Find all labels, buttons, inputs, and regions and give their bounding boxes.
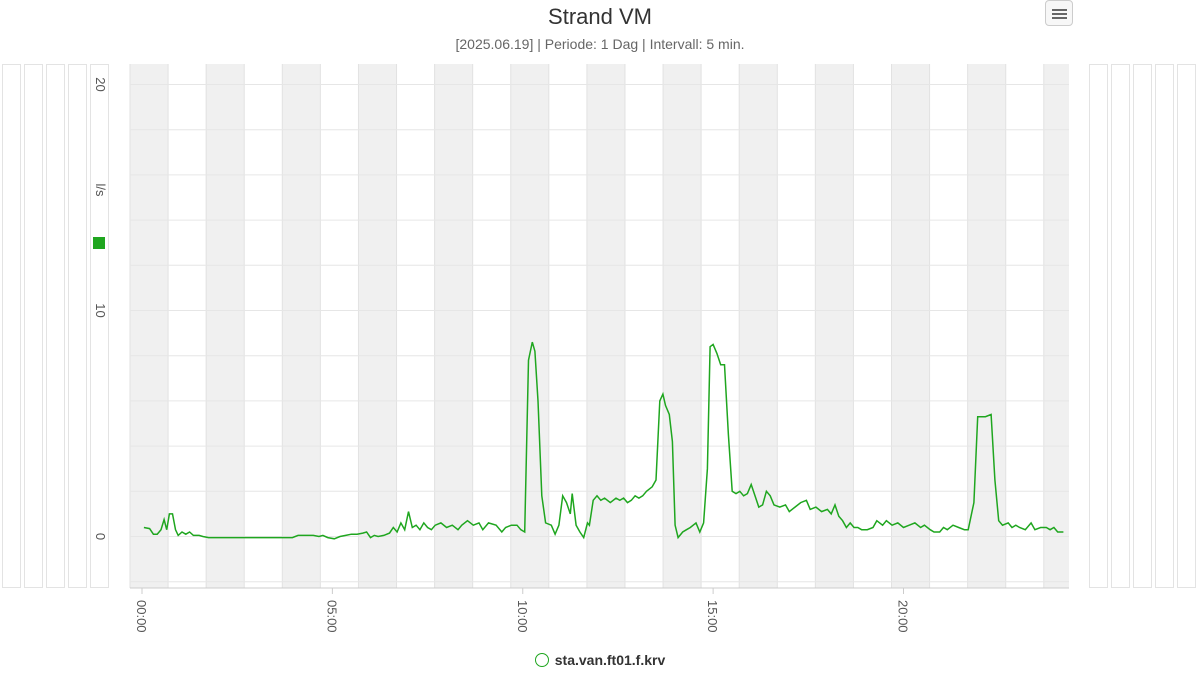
hour-band: [586, 64, 625, 588]
right-axis-box: [1177, 64, 1196, 588]
y-tick-label: 10: [93, 303, 108, 317]
hour-band: [206, 64, 245, 588]
hour-band: [891, 64, 930, 588]
y-axis-label: l/s: [93, 184, 108, 198]
hour-band: [434, 64, 473, 588]
left-axis-box: [2, 64, 21, 588]
grid-lines: [130, 84, 1069, 583]
y-axis: l/s 0 10 20: [93, 77, 108, 540]
hour-band: [739, 64, 778, 588]
y-tick-label: 0: [93, 533, 108, 540]
hour-band: [815, 64, 854, 588]
legend: sta.van.ft01.f.krv: [0, 652, 1200, 670]
chart-subtitle: [2025.06.19] | Periode: 1 Dag | Interval…: [455, 36, 745, 52]
hour-band: [358, 64, 397, 588]
chart-title: Strand VM: [548, 4, 652, 29]
right-axis-box: [1089, 64, 1108, 588]
y-tick-label: 20: [93, 77, 108, 91]
x-tick-label: 10:00: [515, 600, 530, 633]
left-axis-box: [24, 64, 43, 588]
hour-band: [663, 64, 702, 588]
chart-menu-button[interactable]: [1045, 0, 1073, 26]
right-axis-box: [1133, 64, 1152, 588]
x-axis: 00:00 05:00 10:00 15:00 20:00: [130, 587, 1069, 633]
legend-item[interactable]: sta.van.ft01.f.krv: [534, 652, 666, 668]
x-tick-label: 00:00: [134, 600, 149, 633]
hour-band: [282, 64, 321, 588]
hour-band: [967, 64, 1006, 588]
hour-band: [1043, 64, 1069, 588]
legend-circle-icon: [534, 653, 549, 667]
series-line: [143, 341, 1064, 540]
left-axis-box: [46, 64, 65, 588]
hour-band: [130, 64, 169, 588]
legend-label: sta.van.ft01.f.krv: [554, 652, 666, 668]
x-tick-label: 05:00: [324, 600, 339, 633]
left-axis-box: [90, 64, 109, 588]
left-axis-box: [68, 64, 87, 588]
x-tick-label: 15:00: [705, 600, 720, 633]
y-axis-series-color-marker: [93, 237, 105, 249]
hour-bands: [129, 64, 1069, 588]
hamburger-icon-line: [1052, 17, 1067, 19]
x-tick-label: 20:00: [896, 600, 911, 633]
right-axis-box: [1111, 64, 1130, 588]
right-axis-box: [1155, 64, 1174, 588]
hamburger-icon-line: [1052, 13, 1067, 15]
hamburger-icon-line: [1052, 9, 1067, 11]
